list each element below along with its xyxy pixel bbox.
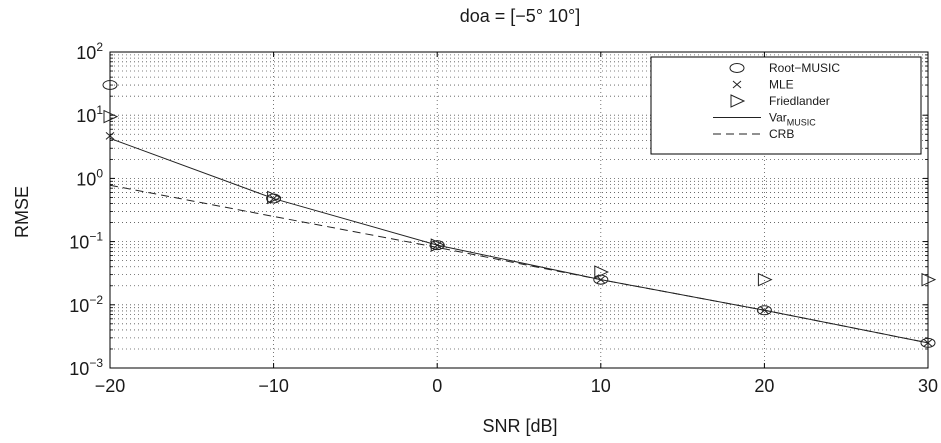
y-tick-base: 10 (76, 43, 96, 63)
y-tick-exponent: 2 (96, 40, 103, 54)
series-layer (109, 137, 929, 344)
x-tick-label: 10 (591, 376, 611, 396)
legend-label-subscript: MUSIC (787, 118, 817, 128)
legend-marker-friedlander (730, 94, 746, 108)
data-point-mle-stroke-b (596, 275, 606, 284)
legend-marker-mle-stroke-b (732, 80, 742, 89)
y-tick-label: 10−2 (69, 293, 103, 316)
y-tick-exponent: −1 (89, 230, 103, 244)
x-tick-label: 0 (432, 376, 442, 396)
data-point-root-music (756, 305, 772, 316)
x-tick-label: −20 (95, 376, 126, 396)
data-point-friedlander (267, 190, 282, 205)
series-line-crb (109, 184, 929, 344)
y-tick-exponent: −3 (89, 356, 103, 370)
data-point-mle (105, 132, 115, 140)
data-point-mle-stroke-b (105, 132, 115, 140)
data-point-mle-stroke-b (269, 194, 278, 203)
data-point-friedlander (594, 265, 609, 279)
y-tick-base: 10 (76, 169, 96, 189)
legend-label-text: MLE (769, 78, 794, 92)
data-point-root-music (102, 80, 118, 91)
y-tick-label: 100 (76, 166, 103, 189)
data-point-mle (269, 194, 278, 203)
y-tick-label: 102 (76, 40, 103, 63)
data-point-root-music (920, 337, 936, 348)
legend-box (650, 56, 922, 155)
y-tick-base: 10 (69, 359, 89, 379)
y-tick-exponent: 1 (96, 103, 103, 117)
y-axis-label: RMSE (12, 186, 32, 238)
y-tick-exponent: −2 (89, 293, 103, 307)
legend-label-varmusic: VarMUSIC (769, 111, 816, 128)
y-tick-base: 10 (69, 233, 89, 253)
plot-area-frame (109, 51, 929, 369)
legend-label-text: Root−MUSIC (769, 61, 840, 75)
data-point-mle-stroke-b (760, 306, 769, 315)
x-axis-label: SNR [dB] (482, 416, 557, 436)
legend-label-text: Friedlander (769, 94, 830, 108)
data-point-friedlander (921, 272, 937, 287)
data-point-mle-stroke-b (923, 338, 933, 347)
data-point-mle (923, 338, 933, 347)
data-point-friedlander (430, 238, 446, 252)
chart-title: doa = [−5° 10°] (460, 6, 581, 26)
data-point-mle (596, 275, 606, 284)
data-point-friedlander (103, 109, 119, 124)
marker-layer (102, 80, 937, 348)
x-tick-label: 30 (918, 376, 938, 396)
data-point-mle (760, 306, 769, 315)
y-tick-exponent: 0 (96, 166, 103, 180)
legend-label-text: CRB (769, 127, 794, 141)
y-tick-label: 10−1 (69, 230, 103, 253)
legend-marker-mle (732, 80, 742, 89)
legend-label-text: Var (769, 111, 787, 125)
legend-label-mle: MLE (769, 78, 794, 92)
y-tick-label: 101 (76, 103, 103, 126)
x-tick-label: 20 (754, 376, 774, 396)
y-tick-base: 10 (69, 296, 89, 316)
data-point-friedlander (757, 272, 773, 287)
legend-label-root-music: Root−MUSIC (769, 61, 840, 75)
grid (110, 52, 928, 368)
x-tick-label: −10 (258, 376, 289, 396)
legend-marker-root-music (729, 63, 745, 73)
legend-label-friedlander: Friedlander (769, 94, 830, 108)
y-tick-base: 10 (76, 106, 96, 126)
legend-label-crb: CRB (769, 127, 794, 141)
y-tick-label: 10−3 (69, 356, 103, 379)
